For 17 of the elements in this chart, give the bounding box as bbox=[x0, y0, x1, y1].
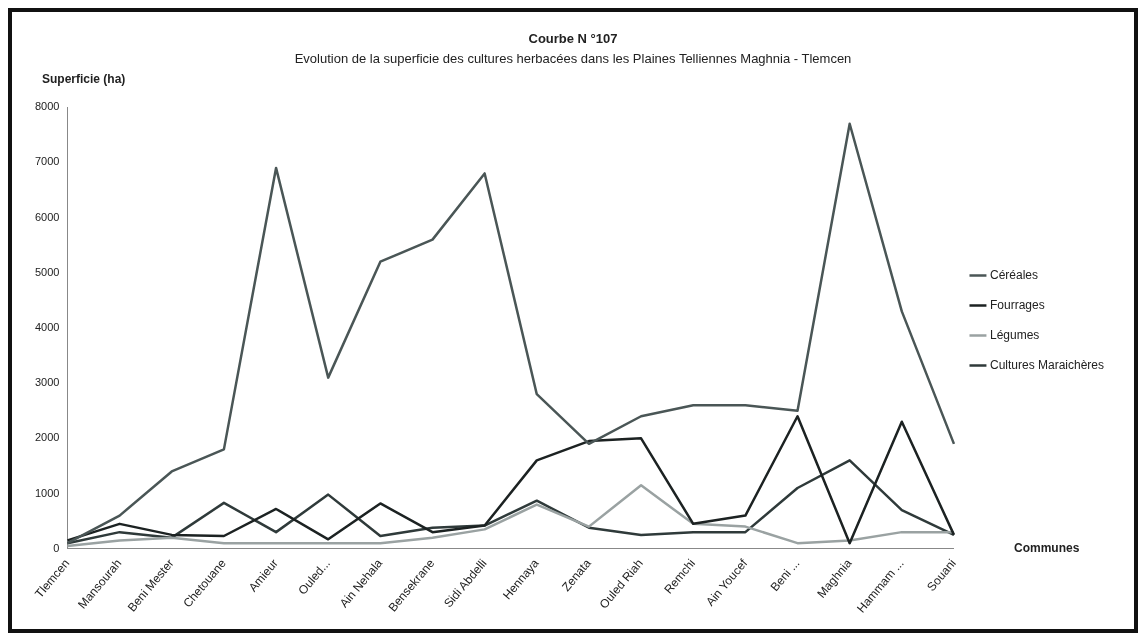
y-tick-label: 7000 bbox=[34, 155, 60, 168]
legend-label: Légumes bbox=[989, 327, 1040, 342]
y-tick-label: 3000 bbox=[34, 376, 60, 389]
y-axis-title: Superficie (ha) bbox=[42, 71, 126, 86]
y-tick-label: 8000 bbox=[34, 100, 60, 113]
y-tick-label: 2000 bbox=[34, 431, 60, 444]
legend-label: Cultures Maraichères bbox=[989, 357, 1105, 372]
x-axis-title: Communes bbox=[1013, 541, 1080, 555]
y-tick-label: 5000 bbox=[34, 265, 60, 278]
y-tick-label: 0 bbox=[53, 541, 60, 554]
y-tick-label: 6000 bbox=[34, 210, 60, 223]
chart-title: Courbe N °107 bbox=[528, 31, 618, 47]
chart-subtitle: Evolution de la superficie des cultures herbacées dans les Plaines Telliennes Maghnia - Tlemcen bbox=[294, 50, 852, 66]
legend-label: Fourrages bbox=[989, 297, 1045, 312]
legend-label: Céréales bbox=[989, 267, 1038, 282]
y-tick-label: 4000 bbox=[34, 320, 60, 333]
y-tick-label: 1000 bbox=[34, 486, 60, 499]
